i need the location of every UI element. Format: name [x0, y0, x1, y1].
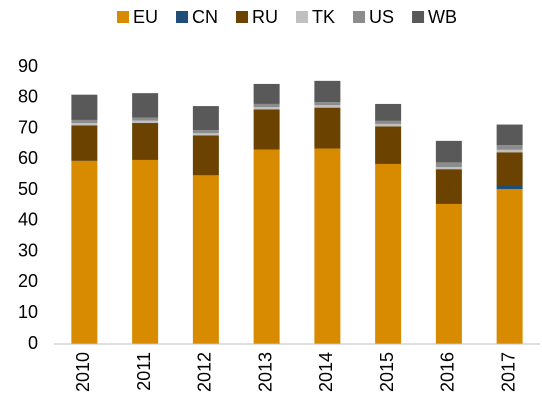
- bar-segment: [132, 93, 159, 118]
- x-tick-label: 2014: [316, 352, 336, 392]
- bar-segment: [132, 120, 159, 124]
- bar-segment: [71, 125, 98, 161]
- x-tick-label: 2017: [498, 352, 518, 392]
- y-tick-label: 10: [18, 302, 38, 322]
- bar-segment: [435, 169, 462, 204]
- legend-label: TK: [312, 7, 335, 27]
- bar-segment: [314, 105, 341, 108]
- bar-segment: [314, 102, 341, 106]
- legend-swatch: [296, 11, 309, 23]
- bar-segment: [496, 152, 523, 186]
- legend-swatch: [176, 11, 189, 23]
- y-tick-label: 40: [18, 210, 38, 230]
- bar-segment: [375, 126, 402, 164]
- bar-segment: [192, 175, 219, 344]
- bar-segment: [71, 160, 98, 344]
- bar-segment: [435, 167, 462, 170]
- legend-swatch: [117, 11, 129, 23]
- bar-segment: [314, 80, 341, 103]
- bar-segment: [192, 106, 219, 131]
- y-tick-label: 30: [18, 240, 38, 260]
- bar-segment: [496, 145, 523, 150]
- bar-segment: [192, 135, 219, 176]
- x-tick-label: 2012: [195, 352, 215, 392]
- bar-segment: [132, 159, 159, 344]
- bar-segment: [71, 123, 98, 126]
- y-tick-label: 90: [18, 56, 38, 76]
- bar-segment: [132, 123, 159, 160]
- x-tick-label: 2016: [438, 352, 458, 392]
- bar-segment: [496, 189, 523, 344]
- y-tick-label: 50: [18, 179, 38, 199]
- x-tick-label: 2013: [255, 352, 275, 392]
- legend-swatch: [412, 11, 425, 23]
- bar-segment: [375, 103, 402, 121]
- bar-segment: [314, 148, 341, 344]
- legend-swatch: [236, 11, 249, 23]
- bar-segment: [253, 109, 280, 150]
- bar-segment: [435, 140, 462, 163]
- y-tick-label: 80: [18, 87, 38, 107]
- bar-segment: [192, 130, 219, 134]
- legend-label: WB: [428, 7, 457, 27]
- bar-segment: [496, 149, 523, 153]
- x-tick-label: 2015: [377, 352, 397, 392]
- bar-segment: [253, 107, 280, 110]
- y-tick-label: 0: [28, 333, 38, 353]
- bar-segment: [192, 133, 219, 136]
- bar-segment: [496, 185, 523, 190]
- x-tick-label: 2011: [134, 352, 154, 391]
- bar-segment: [375, 163, 402, 344]
- bar-segment: [71, 119, 98, 124]
- legend-swatch: [353, 11, 366, 23]
- bar-segment: [314, 107, 341, 149]
- y-tick-label: 20: [18, 271, 38, 291]
- bar-segment: [375, 120, 402, 124]
- bar-segment: [253, 103, 280, 108]
- legend-label: US: [369, 7, 394, 27]
- y-tick-label: 70: [18, 117, 38, 137]
- bar-segment: [253, 83, 280, 104]
- bar-segment: [71, 94, 98, 120]
- bar-segment: [496, 124, 523, 146]
- bar-segment: [375, 123, 402, 127]
- legend-label: EU: [133, 7, 158, 27]
- x-tick-label: 2010: [73, 352, 93, 392]
- bar-segment: [132, 117, 159, 121]
- bar-segment: [435, 162, 462, 168]
- bar-segment: [253, 149, 280, 344]
- legend-label: CN: [192, 7, 218, 27]
- legend-label: RU: [252, 7, 278, 27]
- bar-segment: [435, 203, 462, 344]
- y-tick-label: 60: [18, 148, 38, 168]
